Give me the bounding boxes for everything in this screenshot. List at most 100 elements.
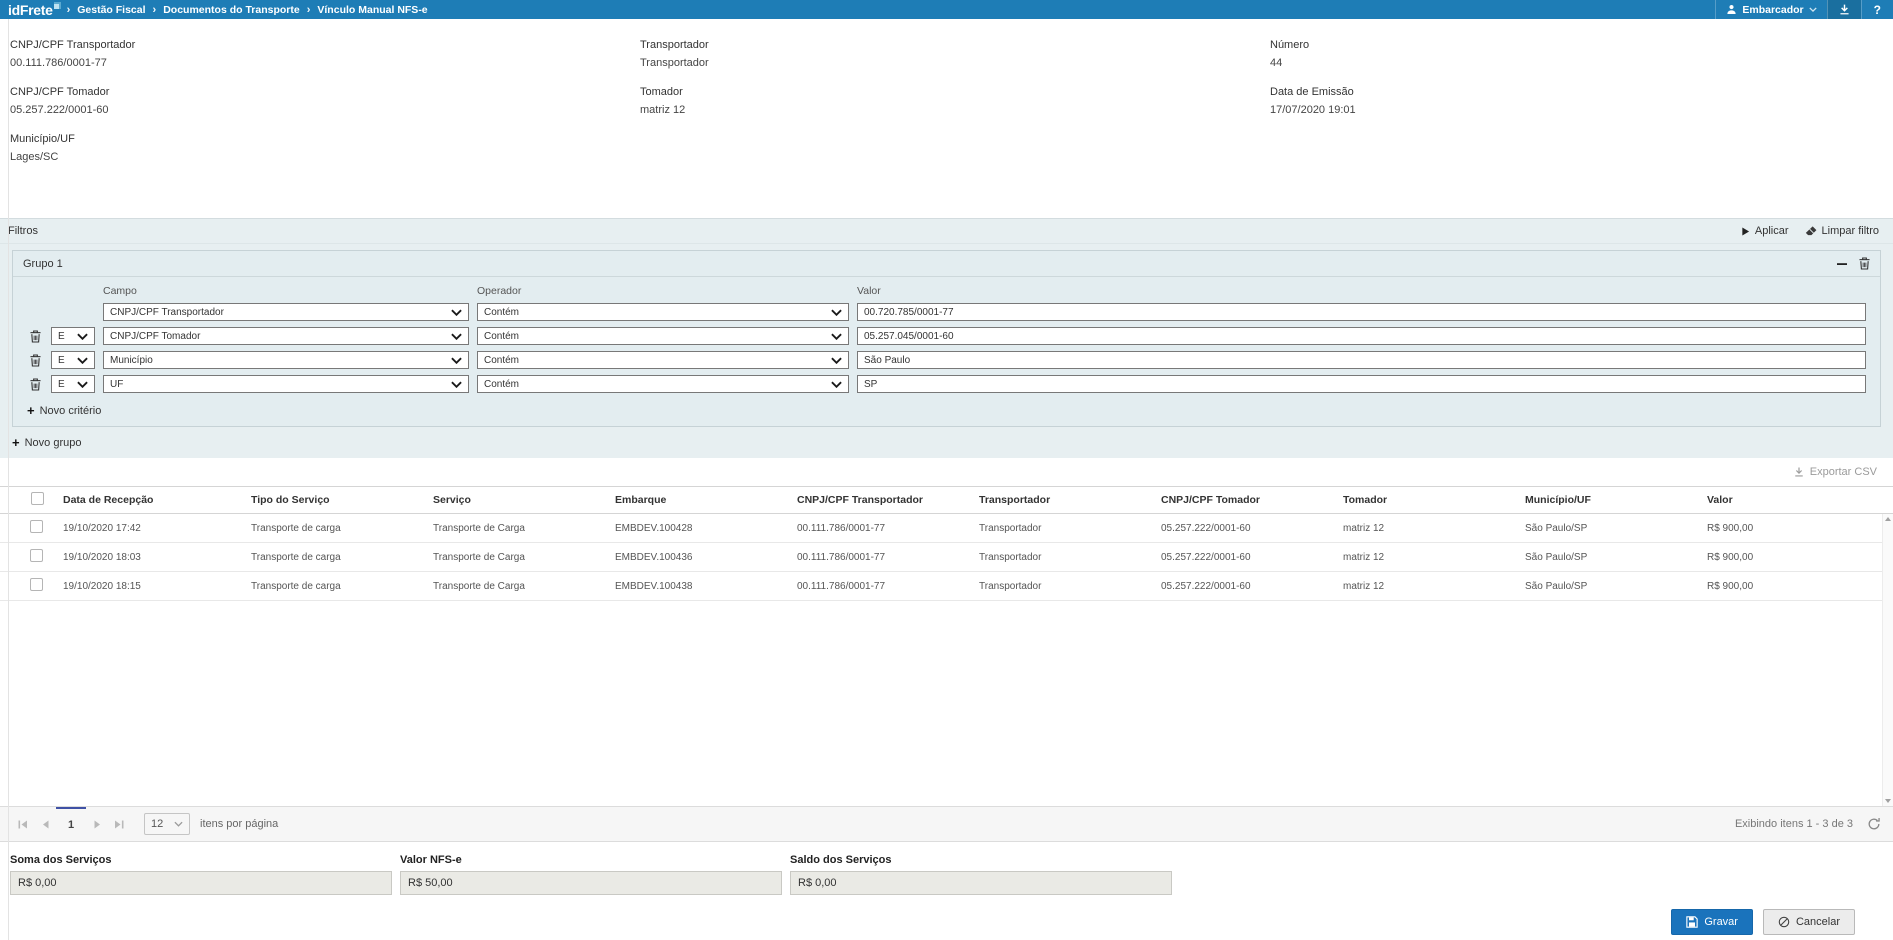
cell-data-recepcao: 19/10/2020 18:03 [63,551,141,563]
column-header[interactable]: Valor [1707,494,1733,506]
refresh-button[interactable] [1867,817,1881,831]
scroll-up-icon[interactable] [1885,517,1891,521]
row-checkbox[interactable] [30,578,43,591]
valor-input[interactable]: 00.720.785/0001-77 [857,303,1866,321]
download-icon [1793,466,1805,478]
new-group-button[interactable]: + Novo grupo [12,435,81,450]
operador-select-value: Contém [484,330,520,342]
column-header[interactable]: Tomador [1343,494,1388,506]
delete-criterion-button[interactable] [27,353,43,367]
cell-cnpj-tomador: 05.257.222/0001-60 [1161,580,1251,592]
campo-select[interactable]: UF [103,375,469,393]
column-header[interactable]: Data de Recepção [63,494,154,506]
next-page-button[interactable] [86,807,108,841]
chevron-down-icon [451,357,462,364]
export-csv-button[interactable]: Exportar CSV [1793,466,1877,478]
collapse-group-button[interactable] [1837,259,1847,269]
delete-criterion-button[interactable] [27,377,43,391]
table-body: + 19/10/2020 17:42 Transporte de carga T… [0,514,1893,806]
cell-servico: Transporte de Carga [433,551,525,563]
campo-select[interactable]: CNPJ/CPF Tomador [103,327,469,345]
new-criterion-button[interactable]: + Novo critério [27,403,101,418]
table-header-row: Data de Recepção Tipo do Serviço Serviço… [0,487,1893,514]
breadcrumb-documentos-transporte[interactable]: Documentos do Transporte [163,3,300,16]
campo-select[interactable]: CNPJ/CPF Transportador [103,303,469,321]
column-header[interactable]: Tipo do Serviço [251,494,330,506]
column-header[interactable]: Município/UF [1525,494,1591,506]
first-page-button[interactable] [12,807,34,841]
left-edge-divider [8,19,9,940]
help-button[interactable]: ? [1860,0,1893,19]
column-header[interactable]: CNPJ/CPF Tomador [1161,494,1260,506]
filter-row: E UF Contém SP [13,375,1880,393]
row-checkbox[interactable] [30,520,43,533]
cell-embarque: EMBDEV.100438 [615,580,693,592]
chevron-down-icon [77,333,88,340]
valor-input-value: 05.257.045/0001-60 [864,330,954,342]
delete-group-button[interactable] [1859,257,1870,270]
cell-servico: Transporte de Carga [433,522,525,534]
operador-select[interactable]: Contém [477,375,849,393]
logic-select[interactable]: E [51,351,95,369]
chevron-down-icon [451,333,462,340]
cell-transportador: Transportador [979,522,1042,534]
user-role-label: Embarcador [1742,3,1804,16]
field-value: matriz 12 [640,104,686,116]
download-button[interactable] [1826,0,1861,19]
logic-select-value: E [58,330,65,342]
table-vertical-scrollbar[interactable] [1882,514,1893,806]
operador-select[interactable]: Contém [477,351,849,369]
operador-select[interactable]: Contém [477,327,849,345]
column-header[interactable]: Serviço [433,494,471,506]
previous-page-button[interactable] [34,807,56,841]
column-header[interactable]: CNPJ/CPF Transportador [797,494,924,506]
field-transportador: Transportador Transportador [640,39,1270,86]
campo-select-value: CNPJ/CPF Tomador [110,330,201,342]
field-numero: Número 44 [1270,39,1883,86]
table-toolbar: Exportar CSV [0,458,1893,486]
clear-filter-label: Limpar filtro [1821,225,1879,237]
table-row[interactable]: + 19/10/2020 17:42 Transporte de carga T… [0,514,1893,543]
column-header[interactable]: Embarque [615,494,667,506]
valor-input[interactable]: 05.257.045/0001-60 [857,327,1866,345]
cell-embarque: EMBDEV.100428 [615,522,693,534]
field-label: CNPJ/CPF Tomador [10,86,110,98]
topbar: idFrete › Gestão Fiscal › Documentos do … [0,0,1893,19]
apply-filter-button[interactable]: Aplicar [1741,225,1789,237]
select-all-checkbox[interactable] [31,492,44,505]
person-icon [1726,4,1737,15]
valor-input-value: São Paulo [864,354,911,366]
cell-tipo-servico: Transporte de carga [251,580,341,592]
document-info-panel: CNPJ/CPF Transportador 00.111.786/0001-7… [0,19,1893,218]
field-label: Transportador [640,39,709,51]
table-row[interactable]: + 19/10/2020 18:15 Transporte de carga T… [0,572,1893,601]
page-size-select[interactable]: 12 [144,813,190,835]
operador-select[interactable]: Contém [477,303,849,321]
app-logo[interactable]: idFrete [0,1,67,19]
new-criterion-label: Novo critério [39,404,102,417]
clear-filter-button[interactable]: Limpar filtro [1805,225,1879,237]
valor-input[interactable]: SP [857,375,1866,393]
table-row[interactable]: + 19/10/2020 18:03 Transporte de carga T… [0,543,1893,572]
row-checkbox[interactable] [30,549,43,562]
logic-select[interactable]: E [51,375,95,393]
breadcrumb-gestao-fiscal[interactable]: Gestão Fiscal [77,3,146,16]
cell-transportador: Transportador [979,551,1042,563]
logic-select[interactable]: E [51,327,95,345]
field-label: Soma dos Serviços [10,854,112,866]
chevron-down-icon [451,309,462,316]
delete-criterion-button[interactable] [27,329,43,343]
valor-input[interactable]: São Paulo [857,351,1866,369]
breadcrumb-vinculo-manual[interactable]: Vínculo Manual NFS-e [317,3,428,16]
column-header[interactable]: Transportador [979,494,1051,506]
page-number-current[interactable]: 1 [56,807,86,841]
valor-nfse-field: Valor NFS-e R$ 50,00 [400,854,782,895]
save-button[interactable]: Gravar [1671,909,1753,935]
user-menu[interactable]: Embarcador [1715,0,1826,19]
operador-select-value: Contém [484,378,520,390]
cancel-button[interactable]: Cancelar [1762,909,1855,935]
last-page-button[interactable] [108,807,130,841]
scroll-down-icon[interactable] [1885,799,1891,803]
cell-valor: R$ 900,00 [1707,580,1754,592]
campo-select[interactable]: Município [103,351,469,369]
